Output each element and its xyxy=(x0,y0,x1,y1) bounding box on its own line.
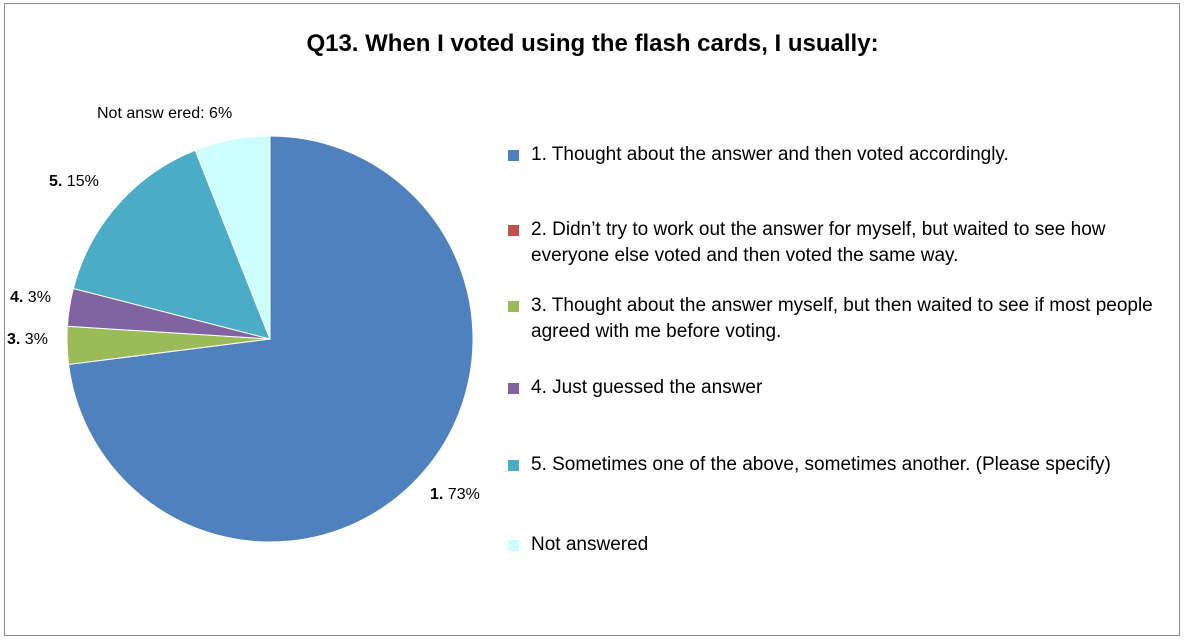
slice-label-number: 4. xyxy=(10,289,24,306)
legend-item-5: 5. Sometimes one of the above, sometimes… xyxy=(508,452,1178,478)
legend-swatch xyxy=(508,301,519,312)
slice-label-number: 3. xyxy=(7,331,21,348)
legend-swatch xyxy=(508,460,519,471)
slice-label-na: Not answ ered: 6% xyxy=(97,105,232,123)
legend-label: 1. Thought about the answer and then vot… xyxy=(531,144,1009,165)
slice-label-percent: 15% xyxy=(66,173,99,190)
slice-label-4: 4. 3% xyxy=(10,289,51,307)
legend-swatch xyxy=(508,150,519,161)
slice-label-percent: Not answ ered: 6% xyxy=(97,105,233,122)
legend-label: 3. Thought about the answer myself, but … xyxy=(531,295,1153,342)
slice-label-3: 3. 3% xyxy=(7,331,48,349)
legend-label: 2. Didn’t try to work out the answer for… xyxy=(531,219,1106,266)
slice-label-percent: 3% xyxy=(27,289,51,306)
slice-label-percent: 73% xyxy=(447,486,480,503)
legend-item-na: Not answered xyxy=(508,532,1178,558)
legend-item-2: 2. Didn’t try to work out the answer for… xyxy=(508,217,1178,269)
legend-label: 4. Just guessed the answer xyxy=(531,377,763,398)
pie-slice-na xyxy=(194,135,271,340)
legend-item-3: 3. Thought about the answer myself, but … xyxy=(508,293,1178,345)
legend-item-1: 1. Thought about the answer and then vot… xyxy=(508,142,1178,168)
legend-label: 5. Sometimes one of the above, sometimes… xyxy=(531,454,1111,475)
slice-label-percent: 3% xyxy=(24,331,48,348)
slice-label-5: 5. 15% xyxy=(49,173,99,191)
legend-item-4: 4. Just guessed the answer xyxy=(508,375,1178,401)
slice-label-1: 1. 73% xyxy=(430,486,480,504)
legend-swatch xyxy=(508,383,519,394)
slice-label-number: 5. xyxy=(49,173,63,190)
legend-swatch xyxy=(508,540,519,551)
pie-slice-1 xyxy=(68,135,474,543)
legend-label: Not answered xyxy=(531,534,649,555)
slice-label-number: 1. xyxy=(430,486,444,503)
legend-swatch xyxy=(508,225,519,236)
pie-slice-5 xyxy=(72,149,271,340)
chart-title: Q13. When I voted using the flash cards,… xyxy=(306,30,879,57)
